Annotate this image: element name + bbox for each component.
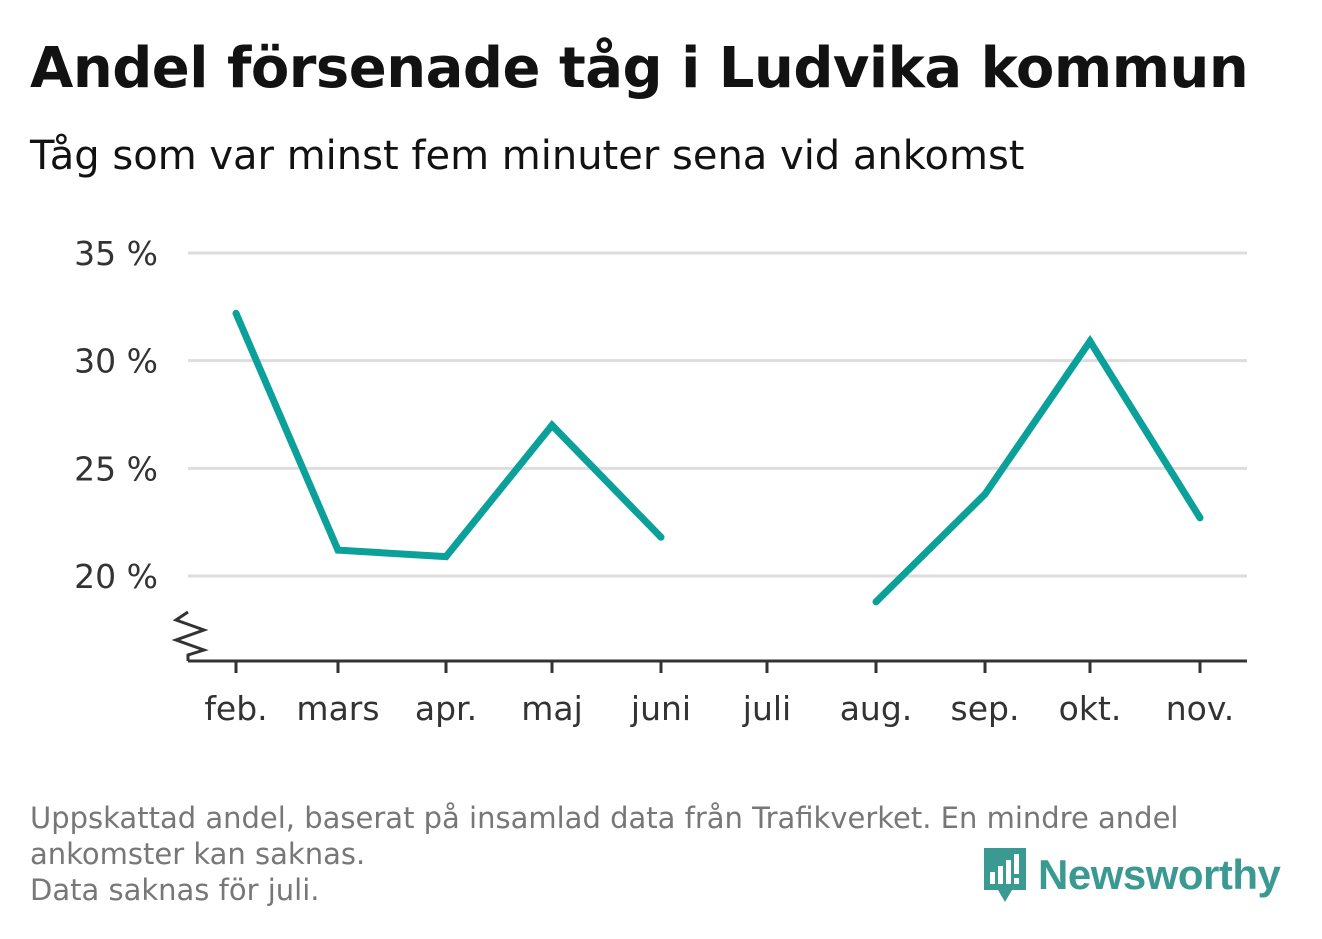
x-tick-label: mars <box>296 689 379 728</box>
data-point <box>334 546 342 554</box>
data-point <box>981 490 989 498</box>
x-tick-label: aug. <box>840 689 913 728</box>
x-tick-label: feb. <box>204 689 267 728</box>
x-tick-label: sep. <box>951 689 1020 728</box>
y-axis-tick-labels: 20 % 25 % 30 % 35 % <box>74 234 158 596</box>
x-tick-label: juli <box>742 689 791 728</box>
data-point <box>442 553 450 561</box>
data-point <box>1196 514 1204 522</box>
chart-title: Andel försenade tåg i Ludvika kommun <box>30 36 1249 101</box>
y-tick-label: 20 % <box>74 557 158 596</box>
y-tick-label: 30 % <box>74 342 158 381</box>
data-point <box>548 421 556 429</box>
y-tick-label: 35 % <box>74 234 158 273</box>
data-point <box>657 533 665 541</box>
line-chart: 20 % 25 % 30 % 35 % feb. mars apr. maj juni juli… <box>74 234 1247 728</box>
footnote-line-3: Data saknas för juli. <box>30 873 320 907</box>
series-line <box>873 334 1203 605</box>
newsworthy-logo-icon <box>984 848 1026 902</box>
y-axis-break-icon <box>171 610 209 661</box>
footnote-line-2: ankomster kan saknas. <box>30 837 366 871</box>
x-tick-label: nov. <box>1166 689 1235 728</box>
gridlines <box>188 251 1247 578</box>
brand-name: Newsworthy <box>1038 851 1281 898</box>
data-point <box>872 598 880 606</box>
x-tick-label: maj <box>521 689 583 728</box>
series-line <box>232 311 664 561</box>
x-tick-label: apr. <box>415 689 477 728</box>
footnote: Uppskattad andel, baserat på insamlad da… <box>30 800 1280 908</box>
x-tick-label: okt. <box>1059 689 1122 728</box>
x-tick-label: juni <box>630 689 691 728</box>
footnote-line-1: Uppskattad andel, baserat på insamlad da… <box>30 801 1179 835</box>
brand-logo: Newsworthy <box>980 845 1281 905</box>
data-point <box>1086 337 1094 345</box>
chart-subtitle: Tåg som var minst fem minuter sena vid a… <box>30 133 1025 179</box>
series-lines <box>232 309 1204 606</box>
y-tick-label: 25 % <box>74 449 158 488</box>
data-point <box>232 309 240 317</box>
x-axis: feb. mars apr. maj juni juli aug. sep. okt. nov. <box>171 610 1247 728</box>
